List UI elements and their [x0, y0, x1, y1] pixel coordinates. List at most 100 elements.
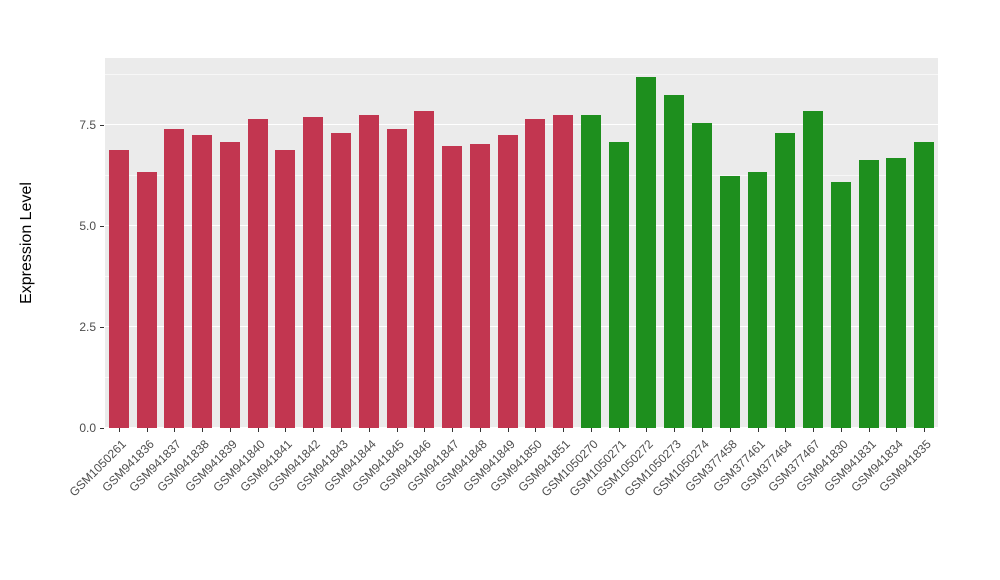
gridline-minor	[105, 73, 938, 75]
x-tick-mark	[924, 428, 926, 432]
bar-slot	[799, 58, 827, 428]
x-tick-mark	[507, 428, 509, 432]
x-tick-mark	[479, 428, 481, 432]
bar-GSM941837	[164, 129, 185, 428]
bar-slot	[161, 58, 189, 428]
bar-slot	[272, 58, 300, 428]
x-tick-mark	[202, 428, 204, 432]
y-axis-title-box: Expression Level	[12, 58, 42, 428]
bar-slot	[216, 58, 244, 428]
bar-slot	[771, 58, 799, 428]
bar-GSM941831	[858, 159, 879, 428]
bar-slot	[355, 58, 383, 428]
y-tick-label: 5.0	[79, 219, 96, 234]
bar-slot	[855, 58, 883, 428]
bar-slot	[327, 58, 355, 428]
x-tick-mark	[785, 428, 787, 432]
bar-slot	[521, 58, 549, 428]
bar-GSM377461	[747, 171, 768, 428]
bar-GSM941839	[219, 141, 240, 428]
x-tick-mark	[674, 428, 676, 432]
bar-slot	[633, 58, 661, 428]
bar-GSM941851	[553, 115, 574, 428]
x-tick-mark	[813, 428, 815, 432]
gridline-minor	[105, 275, 938, 277]
x-tick-mark	[590, 428, 592, 432]
gridline-major	[105, 124, 938, 126]
x-tick-mark	[424, 428, 426, 432]
bar-slot	[660, 58, 688, 428]
bar-slot	[910, 58, 938, 428]
bar-slot	[577, 58, 605, 428]
bar-GSM377464	[775, 133, 796, 428]
bar-GSM941841	[275, 149, 296, 428]
x-tick-mark	[701, 428, 703, 432]
bar-GSM941848	[469, 143, 490, 428]
bar-GSM941836	[136, 171, 157, 428]
y-tick-label: 0.0	[79, 421, 96, 435]
bar-slot	[716, 58, 744, 428]
x-tick-mark	[646, 428, 648, 432]
bar-slot	[605, 58, 633, 428]
bar-slot	[744, 58, 772, 428]
y-tick-label: 2.5	[79, 320, 96, 335]
bar-GSM941838	[192, 135, 213, 428]
x-tick-mark	[563, 428, 565, 432]
x-tick-mark	[341, 428, 343, 432]
bar-GSM941846	[414, 111, 435, 428]
bar-GSM377467	[803, 111, 824, 428]
bar-GSM1050274	[691, 123, 712, 428]
y-tick-mark	[100, 226, 104, 228]
gridline-major	[105, 225, 938, 227]
bar-GSM941842	[303, 117, 324, 428]
x-tick-mark	[174, 428, 176, 432]
bar-GSM941847	[442, 145, 463, 428]
bar-GSM941845	[386, 129, 407, 428]
bar-GSM377458	[719, 175, 740, 428]
x-tick-mark	[257, 428, 259, 432]
bar-slot	[188, 58, 216, 428]
x-tick-mark	[868, 428, 870, 432]
bar-slot	[827, 58, 855, 428]
gridline-minor	[105, 174, 938, 176]
bar-slot	[410, 58, 438, 428]
bar-GSM941834	[886, 157, 907, 428]
bar-GSM1050273	[664, 95, 685, 428]
bar-GSM941850	[525, 119, 546, 428]
bar-GSM941835	[914, 141, 935, 428]
bar-slot	[466, 58, 494, 428]
bar-GSM941830	[830, 181, 851, 428]
x-tick-mark	[229, 428, 231, 432]
gridline-major	[105, 326, 938, 328]
bar-slot	[299, 58, 327, 428]
x-tick-mark	[840, 428, 842, 432]
bar-GSM941840	[247, 119, 268, 428]
x-tick-mark	[285, 428, 287, 432]
x-tick-mark	[618, 428, 620, 432]
bar-slot	[882, 58, 910, 428]
bar-GSM1050261	[108, 149, 129, 428]
bar-slot	[383, 58, 411, 428]
x-tick-mark	[313, 428, 315, 432]
x-tick-mark	[396, 428, 398, 432]
bar-GSM941844	[358, 115, 379, 428]
x-tick-mark	[452, 428, 454, 432]
x-tick-mark	[146, 428, 148, 432]
bar-slot	[133, 58, 161, 428]
bars-container	[105, 58, 938, 428]
bar-GSM1050271	[608, 141, 629, 428]
y-tick-mark	[100, 327, 104, 329]
x-tick-mark	[368, 428, 370, 432]
bar-slot	[244, 58, 272, 428]
bar-GSM1050272	[636, 76, 657, 428]
x-tick-mark	[729, 428, 731, 432]
plot-panel	[105, 58, 938, 428]
x-tick-mark	[535, 428, 537, 432]
bar-slot	[494, 58, 522, 428]
y-tick-mark	[100, 125, 104, 127]
y-axis-title: Expression Level	[18, 182, 35, 304]
gridline-major	[105, 427, 938, 428]
bar-slot	[549, 58, 577, 428]
x-tick-mark	[757, 428, 759, 432]
